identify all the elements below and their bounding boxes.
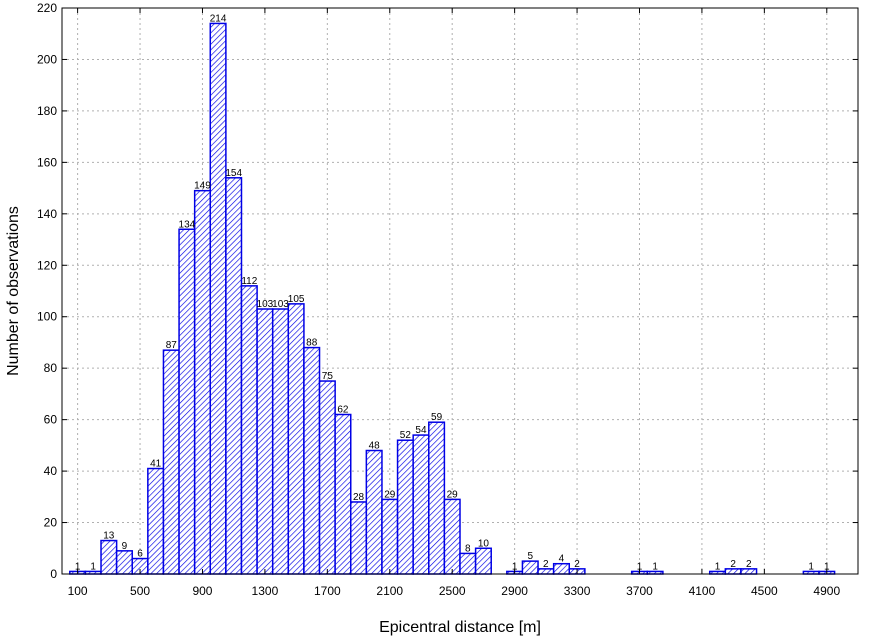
- x-tick-label: 3300: [564, 584, 591, 598]
- histogram-bar: [115, 550, 133, 575]
- y-tick-label: 60: [44, 413, 58, 427]
- y-tick-label: 100: [37, 310, 57, 324]
- x-tick-label: 4500: [751, 584, 778, 598]
- x-tick-labels: 100 500 900 1300 1700 2100 2500 2900 3300 3700 410…: [68, 584, 841, 598]
- bar-value-label: 4: [559, 554, 565, 565]
- x-tick-label: 1300: [252, 584, 279, 598]
- x-tick-label: 3700: [626, 584, 653, 598]
- y-tick-label: 80: [44, 361, 58, 375]
- bar-value-label: 13: [103, 531, 115, 542]
- bar-value-label: 5: [527, 551, 533, 562]
- bar-value-label: 75: [322, 371, 334, 382]
- histogram-bar: [521, 560, 539, 575]
- y-tick-label: 160: [37, 155, 57, 169]
- y-tick-label: 180: [37, 104, 57, 118]
- histogram-bar: [474, 547, 492, 575]
- bar-labels: 1 113964187134149214154112103103105887562…: [75, 13, 830, 572]
- histogram-bar: [412, 434, 430, 575]
- bar-value-label: 2: [543, 559, 549, 570]
- bar-value-label: 6: [137, 549, 143, 560]
- histogram-bar: [552, 562, 571, 575]
- histogram-bar: [334, 413, 352, 575]
- bar-value-label: 48: [369, 441, 381, 452]
- bar-value-label: 88: [306, 338, 318, 349]
- y-tick-label: 220: [37, 1, 57, 15]
- histogram-bar: [443, 498, 461, 575]
- bar-value-label: 105: [288, 294, 305, 305]
- histogram-bar: [147, 467, 165, 575]
- x-tick-label: 2900: [501, 584, 528, 598]
- bar-value-label: 8: [465, 543, 471, 554]
- histogram-bar: [349, 501, 368, 575]
- y-tick-label: 0: [50, 567, 57, 581]
- histogram-bar: [178, 228, 196, 575]
- x-tick-label: 2500: [439, 584, 466, 598]
- plot-frame: [61, 7, 859, 575]
- bar-value-label: 87: [166, 340, 178, 351]
- bar-value-label: 2: [730, 559, 736, 570]
- bar-value-label: 29: [447, 489, 459, 500]
- histogram-bar: [100, 539, 118, 575]
- histogram-bar: [225, 177, 243, 575]
- x-tick-label: 500: [130, 584, 150, 598]
- bar-value-label: 1: [715, 561, 721, 572]
- axis-ticks: [62, 7, 858, 575]
- histogram-bar: [240, 285, 258, 575]
- y-tick-labels: 0 20 40 60 80 100 120 140 160 180 200 220: [37, 1, 57, 581]
- bar-value-label: 54: [415, 425, 427, 436]
- bar-value-label: 52: [400, 430, 412, 441]
- histogram-bar: [287, 303, 305, 575]
- x-tick-label: 900: [192, 584, 212, 598]
- bar-value-label: 2: [746, 559, 752, 570]
- histogram-bar: [459, 552, 477, 575]
- bar-value-label: 134: [179, 219, 196, 230]
- histogram-bar: [428, 421, 446, 575]
- bar-value-label: 29: [384, 489, 396, 500]
- x-tick-label: 1700: [314, 584, 341, 598]
- histogram-bar: [209, 22, 227, 575]
- bar-value-label: 1: [637, 561, 643, 572]
- bar-value-label: 103: [272, 299, 289, 310]
- bar-value-label: 2: [574, 559, 580, 570]
- y-tick-label: 120: [37, 258, 57, 272]
- bar-value-label: 1: [75, 561, 81, 572]
- bar-value-label: 28: [353, 492, 365, 503]
- bar-value-label: 10: [478, 538, 490, 549]
- y-axis-title: Number of observations: [5, 206, 22, 376]
- bar-value-label: 1: [808, 561, 814, 572]
- histogram-bar: [396, 439, 414, 575]
- bar-value-label: 154: [225, 168, 242, 179]
- y-tick-label: 40: [44, 464, 58, 478]
- histogram-bar: [162, 349, 180, 575]
- y-tick-label: 140: [37, 207, 57, 221]
- bar-value-label: 103: [257, 299, 274, 310]
- bar-value-label: 1: [824, 561, 830, 572]
- bar-value-label: 41: [150, 459, 162, 470]
- x-tick-label: 2100: [376, 584, 403, 598]
- histogram-bar: [365, 449, 383, 575]
- y-tick-label: 200: [37, 52, 57, 66]
- histogram-bar: [318, 380, 336, 575]
- bar-value-label: 62: [337, 404, 349, 415]
- histogram-bar: [193, 189, 212, 575]
- bar-value-label: 59: [431, 412, 443, 423]
- histogram-bar: [256, 308, 274, 575]
- histogram-bar: [381, 498, 399, 575]
- bars: [69, 22, 836, 575]
- bar-value-label: 1: [512, 561, 518, 572]
- x-axis-title: Epicentral distance [m]: [379, 619, 541, 636]
- bar-value-label: 9: [122, 541, 128, 552]
- histogram-bar: [271, 308, 290, 575]
- x-tick-label: 4100: [689, 584, 716, 598]
- bar-value-label: 112: [241, 276, 257, 287]
- bar-value-label: 149: [194, 181, 211, 192]
- bar-value-label: 214: [210, 13, 227, 24]
- x-tick-label: 4900: [813, 584, 840, 598]
- bar-value-label: 1: [90, 561, 96, 572]
- x-tick-label: 100: [68, 584, 88, 598]
- histogram-bar: [303, 346, 321, 575]
- y-tick-label: 20: [44, 516, 58, 530]
- bar-value-label: 1: [652, 561, 658, 572]
